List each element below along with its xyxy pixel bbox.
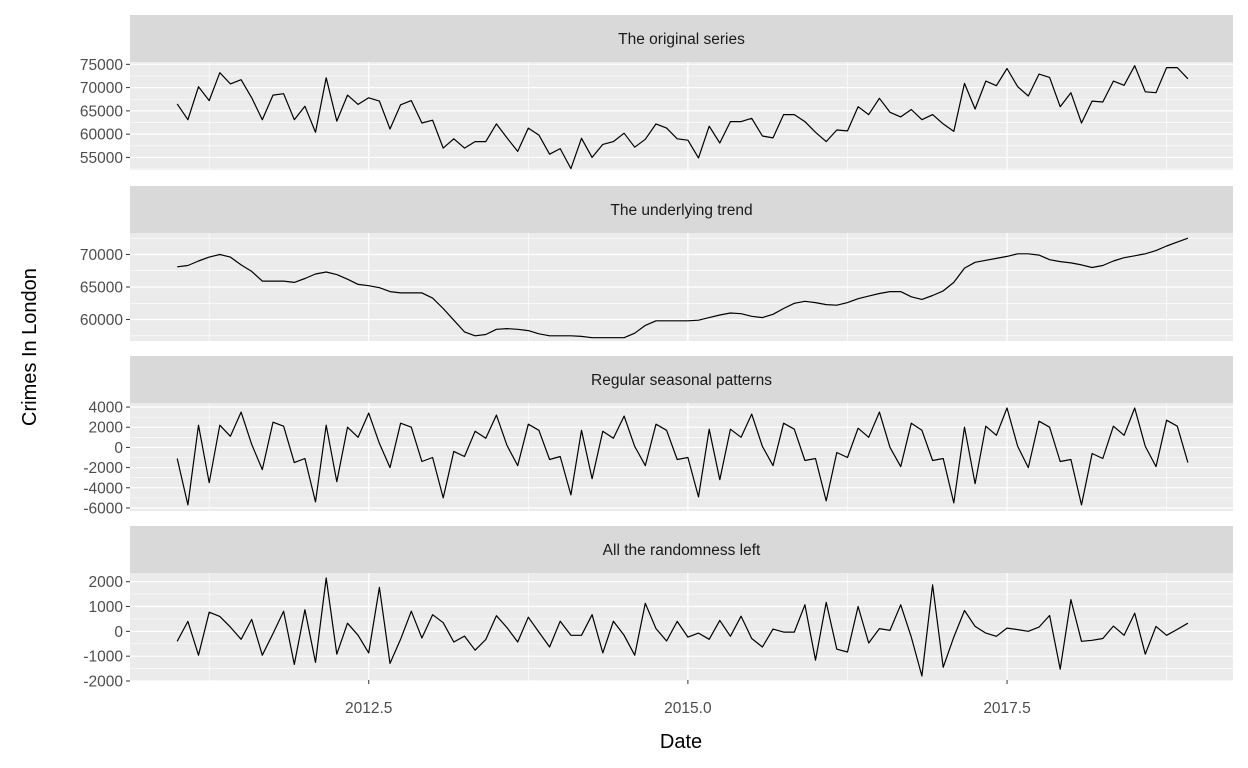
x-tick-label: 2017.5 [983,700,1030,717]
y-tick-label: -1000 [83,649,123,666]
y-tick-label: 55000 [80,150,123,167]
y-tick-label: 65000 [80,103,123,120]
series-line [176,65,1189,170]
x-axis-title: Date [660,731,702,753]
y-tick-label: -4000 [83,480,123,497]
y-tick-label: 0 [114,440,123,457]
x-tick-label: 2012.5 [345,700,392,717]
y-tick-label: -6000 [83,500,123,517]
series-line [177,237,1189,339]
facet-3: Regular seasonal patterns -6000 -4000 -2000… [83,356,1233,517]
y-tick-label: 2000 [89,420,124,437]
y-axis-title: Crimes In London [19,268,41,426]
y-tick-label: 75000 [80,57,123,74]
y-tick-label: 70000 [80,80,123,97]
y-tick-label: 1000 [89,599,124,616]
series-line [176,407,1189,506]
facet-1: The original series 55000 60000 65000 70000 7… [80,15,1233,170]
y-tick-label: -2000 [83,460,123,477]
facet-title: The original series [618,31,745,48]
y-tick-label: 4000 [89,400,124,417]
y-tick-label: 70000 [80,247,123,264]
facet-strip [130,15,1233,62]
panel-background [130,403,1233,511]
series-line [176,577,1189,677]
y-tick-label: 2000 [89,574,124,591]
facet-2: The underlying trend 60000 65000 70000 [80,186,1233,341]
facet-title: The underlying trend [610,202,752,219]
x-tick-label: 2015.0 [664,700,712,717]
facet-strip [130,356,1233,403]
x-axis: 2012.5 2015.0 2017.5 [345,680,1031,717]
facet-strip [130,526,1233,573]
y-tick-label: 65000 [80,280,123,297]
facet-title: All the randomness left [603,542,761,559]
y-tick-label: 0 [114,624,123,641]
facet-panels: The original series 55000 60000 65000 70000 7… [80,15,1233,691]
panel-background [130,62,1233,170]
facet-4: All the randomness left -2000 -1000 0 1000 20… [83,526,1233,691]
facet-strip [130,186,1233,233]
y-tick-label: 60000 [80,127,123,144]
y-tick-label: 60000 [80,312,123,329]
facet-title: Regular seasonal patterns [591,372,772,389]
y-tick-label: -2000 [83,674,123,691]
